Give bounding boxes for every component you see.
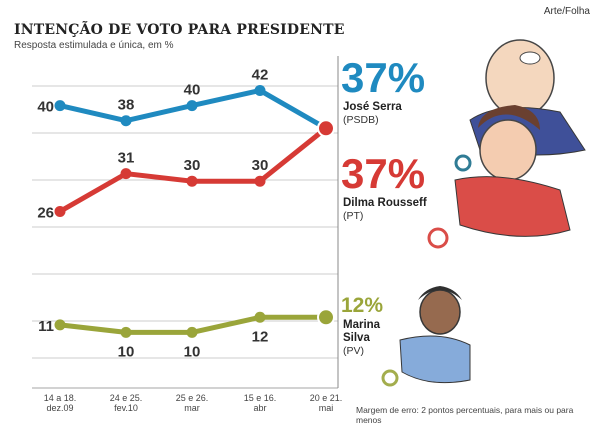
data-point — [186, 100, 198, 112]
marina-ball — [381, 369, 399, 387]
credit-label: Arte/Folha — [543, 6, 590, 17]
dilma-hair — [478, 105, 540, 130]
x-tick-label: 25 e 26. mar — [176, 393, 209, 413]
legend-name: Dilma Rousseff — [343, 197, 427, 209]
x-tick-label: 20 e 21. mai — [310, 393, 343, 413]
serra-face — [485, 39, 555, 117]
chart-title: INTENÇÃO DE VOTO PARA PRESIDENTE — [14, 22, 345, 38]
data-label: 10 — [184, 343, 201, 360]
data-label: 42 — [252, 66, 269, 83]
data-label: 26 — [37, 204, 54, 221]
series-2: 11 10 10 12 — [38, 308, 335, 360]
data-label: 10 — [118, 343, 135, 360]
series-0: 40 38 40 42 — [37, 66, 335, 138]
marina-dress — [399, 335, 471, 384]
dilma-ball — [427, 227, 449, 249]
data-point — [54, 319, 66, 331]
data-label: 11 — [38, 318, 54, 335]
x-tick-label: 24 e 25. fev.10 — [110, 393, 143, 413]
legend-name: Marina — [343, 319, 381, 331]
legend-1: 37%Dilma Rousseff(PT) — [341, 150, 427, 222]
data-label: 12 — [252, 328, 269, 345]
data-label: 40 — [37, 99, 54, 116]
data-label: 30 — [184, 157, 201, 174]
data-point — [317, 308, 335, 327]
legend-party: (PSDB) — [343, 114, 379, 126]
data-point — [54, 100, 66, 112]
data-label: 31 — [118, 150, 135, 167]
data-label: 38 — [118, 97, 135, 114]
marina-face — [419, 289, 461, 335]
legend-percentage: 12% — [341, 294, 383, 317]
grid — [32, 85, 338, 359]
data-point — [317, 119, 335, 138]
data-label: 40 — [184, 82, 201, 99]
series-1: 26 31 30 30 — [37, 119, 335, 221]
data-label: 30 — [252, 157, 269, 174]
legend-name: José Serra — [343, 101, 402, 113]
data-point — [186, 326, 198, 338]
data-point — [254, 311, 266, 323]
data-point — [186, 175, 198, 187]
caricature-illustrations — [381, 39, 586, 387]
x-tick-label: 15 e 16. abr — [244, 393, 277, 413]
legend-party: (PV) — [343, 345, 364, 357]
dilma-dress — [454, 176, 571, 237]
serra-eye — [519, 51, 541, 65]
data-point — [120, 168, 132, 180]
marina-hair — [418, 286, 462, 300]
data-point — [120, 326, 132, 338]
legend-percentage: 37% — [341, 54, 425, 101]
data-point — [254, 84, 266, 96]
dilma-face — [479, 119, 537, 181]
data-point — [54, 205, 66, 217]
legend-name: Silva — [343, 332, 370, 344]
data-point — [120, 115, 132, 127]
data-point — [254, 175, 266, 187]
legend-party: (PT) — [343, 210, 363, 222]
x-tick-label: 14 a 18. dez.09 — [44, 393, 77, 413]
error-margin-note: Margem de erro: 2 pontos percentuais, pa… — [356, 405, 574, 425]
chart-subtitle: Resposta estimulada e única, em % — [14, 40, 174, 51]
legend-percentage: 37% — [341, 150, 425, 197]
legend-0: 37%José Serra(PSDB) — [341, 54, 425, 126]
dilma-badge — [454, 154, 472, 172]
